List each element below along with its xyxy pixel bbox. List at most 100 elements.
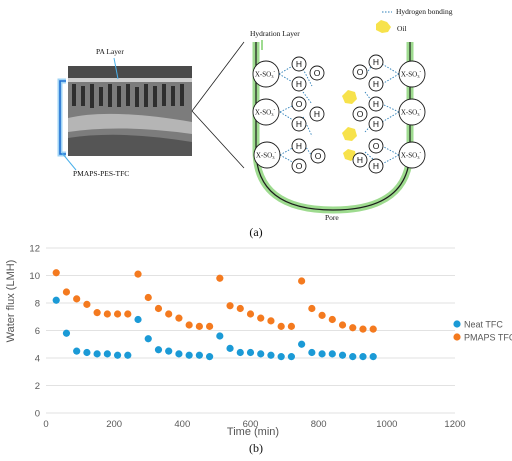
pmaps-tfc-point [103,310,111,318]
neat-tfc-point [267,351,275,359]
neat-tfc-point [144,335,152,343]
sulfonate-group: X-SO3- [252,98,280,126]
neat-tfc-point [154,346,163,354]
pmaps-tfc-point [185,321,193,329]
pore-diagram [252,42,414,214]
pmaps-tfc-point [113,310,122,318]
svg-text:H: H [373,79,379,89]
neat-tfc-point [195,351,203,359]
x-tick-label: 600 [243,419,259,430]
sulfonate-group: X-SO3- [252,60,280,88]
hydrogen-atom: H [291,56,307,72]
pmaps-tfc-legend-marker [453,333,461,341]
sulfonate-label: X-SO3- [255,108,276,117]
x-tick-labels: 0 200 400 600 800 1000 1200 [43,419,465,430]
pmaps-tfc-point [257,314,265,322]
oxygen-atom: O [352,64,368,80]
pmaps-tfc-point [124,310,132,318]
pmaps-tfc-point [165,310,173,318]
pa-layer-label: PA Layer [96,47,124,56]
pmaps-tfc-point [226,302,234,310]
sem-image [57,66,192,157]
x-tick-label: 200 [106,419,122,430]
neat-tfc-point [103,350,111,358]
pmaps-tfc-point [175,314,183,322]
y-tick-label: 8 [35,299,40,310]
pmaps-tfc-point [349,324,357,332]
y-tick-label: 0 [35,409,40,420]
pmaps-tfc-point [359,325,367,333]
oil-droplets [342,90,357,161]
neat-tfc-legend-marker [453,320,461,328]
x-tick-label: 1000 [376,419,397,430]
chart-points [52,269,377,361]
sulfonate-label: X-SO3- [255,70,276,79]
caption-b: (b) [249,441,263,455]
neat-tfc-point [236,348,244,357]
neat-tfc-point [287,353,295,361]
hydrogen-bonding-label: Hydrogen bonding [396,7,453,16]
x-tick-label: 800 [311,419,327,430]
neat-tfc-point [277,353,285,361]
caption-a: (a) [249,225,262,239]
pmaps-tfc-point [308,304,316,313]
neat-tfc-point [257,350,265,358]
neat-tfc-point [124,351,132,359]
oxygen-atom: O [309,65,325,81]
pmaps-tfc-point [298,277,306,285]
y-tick-label: 2 [35,381,40,392]
chart-gridlines [46,247,455,414]
sulfonate-label: X-SO3- [401,70,422,79]
pmaps-tfc-point [338,321,347,329]
neat-tfc-point [73,347,81,355]
oxygen-atom: O [291,96,307,112]
neat-tfc-point [369,353,377,361]
y-tick-labels: 0 2 4 6 8 10 12 [29,244,40,420]
sulfonate-label: X-SO3- [401,151,422,160]
sulfonate-groups: X-SO3- X-SO3- X-SO3- X-SO3- X-SO3- X-SO3- [252,60,426,169]
svg-text:O: O [296,99,303,109]
svg-text:H: H [357,155,363,165]
neat-tfc-point [134,315,142,324]
pore-label: Pore [325,213,339,222]
sulfonate-group: X-SO3- [253,141,281,169]
neat-tfc-point [359,353,367,361]
x-axis-label: Time (min) [227,426,279,438]
pmaps-tfc-point [267,317,275,325]
neat-tfc-point [308,348,316,357]
oxygen-atom: O [310,148,326,164]
svg-text:O: O [314,68,321,78]
oxygen-atom: O [368,138,384,154]
x-tick-label: 400 [174,419,190,430]
schematic-panel: PA Layer PMAPS-PES-TFC Hydration Layer H… [57,7,453,239]
neat-tfc-point [52,296,60,304]
neat-tfc-point [226,344,234,352]
pmaps-tfc-point [216,274,224,282]
oil-legend-icon [376,20,391,33]
neat-tfc-point [165,347,173,355]
svg-text:H: H [314,109,320,119]
svg-text:H: H [296,141,302,151]
hydrogen-atom: H [291,76,307,92]
svg-text:O: O [373,141,380,151]
neat-tfc-point [206,353,214,361]
neat-tfc-point [318,350,326,358]
neat-tfc-point [246,348,255,357]
hydrogen-atom: H [368,158,384,174]
pmaps-tfc-point [236,304,244,313]
sulfonate-group: X-SO3- [398,98,426,126]
sulfonate-label: X-SO3- [256,151,277,160]
zoom-line-top [191,41,245,112]
oil-label: Oil [397,24,407,33]
hydrogen-atom: H [368,76,384,92]
neat-tfc-point [216,332,224,340]
water-flux-chart: 0 200 400 600 800 1000 1200 0 2 4 6 8 10 12 Time (mi… [5,244,512,439]
svg-text:H: H [373,99,379,109]
hydrogen-atom: H [368,96,384,112]
x-tick-label: 1200 [444,419,465,430]
svg-text:H: H [373,57,379,67]
y-axis-label: Water flux (LMH) [5,260,17,343]
pmaps-tfc-point [328,315,336,324]
hydrogen-atom: H [291,138,307,154]
svg-text:O: O [357,67,364,77]
